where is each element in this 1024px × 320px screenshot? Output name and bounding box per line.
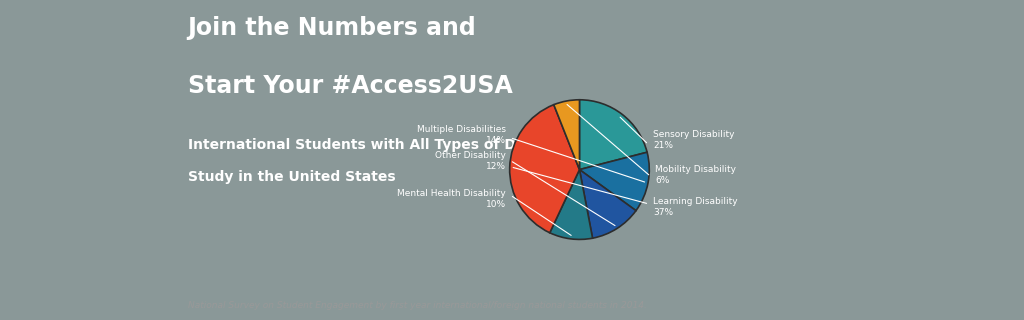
Text: Multiple Disabilities
14%: Multiple Disabilities 14% xyxy=(417,125,506,146)
Wedge shape xyxy=(580,170,636,238)
Wedge shape xyxy=(550,170,593,239)
Text: National Survey on Student Engagement by first year international/foreign nation: National Survey on Student Engagement by… xyxy=(187,301,646,310)
Text: Start Your #Access2USA: Start Your #Access2USA xyxy=(187,74,512,98)
Wedge shape xyxy=(580,152,649,211)
Text: Join the Numbers and: Join the Numbers and xyxy=(187,16,476,40)
Text: Mobility Disability
6%: Mobility Disability 6% xyxy=(655,165,736,185)
Text: International Students with All Types of Disabilities: International Students with All Types of… xyxy=(187,138,591,152)
Text: Other Disability
12%: Other Disability 12% xyxy=(435,151,506,171)
Text: Study in the United States: Study in the United States xyxy=(187,170,395,184)
Wedge shape xyxy=(580,100,647,170)
Text: Sensory Disability
21%: Sensory Disability 21% xyxy=(653,130,734,150)
Text: Learning Disability
37%: Learning Disability 37% xyxy=(653,196,737,217)
Text: Mental Health Disability
10%: Mental Health Disability 10% xyxy=(397,189,506,209)
Wedge shape xyxy=(510,105,580,233)
Wedge shape xyxy=(554,100,580,170)
